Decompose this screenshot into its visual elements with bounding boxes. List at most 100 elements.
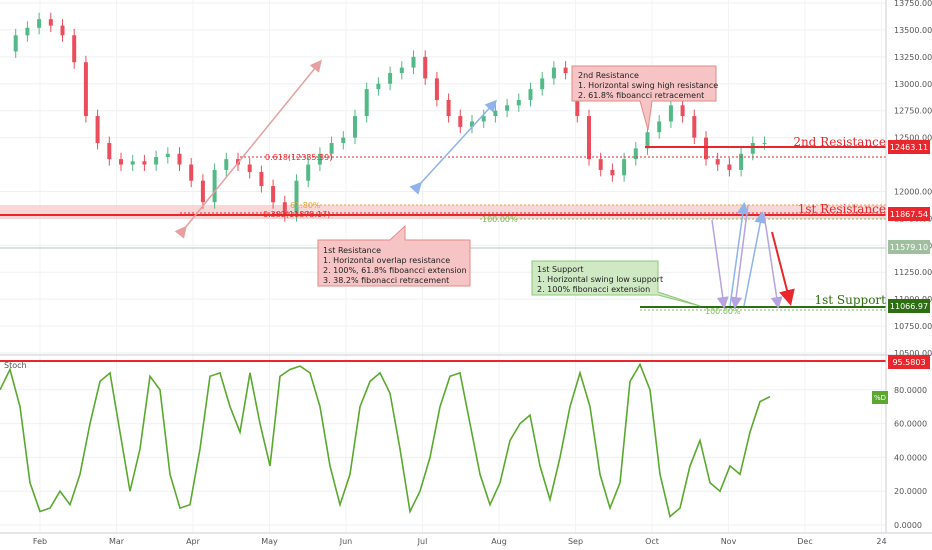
annotation-line: 3. 38.2% fibonacci retracement — [323, 276, 449, 285]
extension-leg-2 — [729, 202, 749, 307]
candle-body — [364, 89, 369, 117]
candle-body — [177, 153, 182, 165]
candle-body — [516, 99, 521, 106]
candle-body — [598, 159, 603, 170]
badge-text: 11066.97 — [890, 302, 928, 311]
fib-label-0618: 0.618(12385.39) — [265, 153, 332, 162]
price-tick-label: 13000.00 — [894, 80, 932, 89]
extension-leg-3 — [730, 204, 749, 309]
candle-body — [388, 73, 393, 84]
badge-1st-resistance: 11867.54 — [888, 207, 930, 221]
price-tick-label: 12000.00 — [894, 187, 932, 196]
badge-stoch-d: %D — [872, 391, 888, 404]
candle-body — [353, 116, 357, 138]
time-tick-label: Apr — [186, 537, 201, 546]
stoch-tick-label: 60.0000 — [894, 420, 927, 429]
annotation-line: 2. 61.8% fiboancci retracement — [578, 91, 704, 100]
candle-body — [13, 35, 18, 52]
badge-1st-support: 11066.97 — [888, 299, 930, 313]
candle-body — [739, 153, 744, 170]
candle-body — [189, 164, 194, 181]
candle-body — [668, 105, 673, 122]
candle-body — [434, 78, 439, 100]
candle-body — [224, 159, 229, 170]
badge-text: %D — [874, 394, 886, 402]
candle-body — [72, 35, 77, 63]
annotation-line: 1. Horizontal swing high resistance — [578, 81, 718, 90]
stoch-tick-label: 20.0000 — [894, 487, 927, 496]
candle-body — [119, 159, 123, 165]
time-tick-label: Jul — [417, 537, 428, 546]
price-tick-label: 13750.00 — [894, 0, 932, 8]
annotation-line: 2. 100% fibonacci extension — [537, 285, 650, 294]
candle-body — [60, 25, 65, 36]
annotation-line: 2nd Resistance — [578, 71, 639, 80]
candle-body — [657, 121, 662, 133]
annotation-1st-support: 1st Support 1. Horizontal swing low supp… — [531, 260, 701, 307]
time-tick-label: May — [261, 537, 278, 546]
candle-body — [165, 153, 170, 157]
1st-support-title: 1st Support — [814, 293, 886, 307]
badge-stoch-upper: 95.5803 — [888, 355, 930, 369]
candle-body — [458, 116, 463, 127]
annotation-1st-resistance: 1st Resistance 1. Horizontal overlap res… — [317, 224, 471, 287]
candle-body — [493, 110, 498, 117]
time-tick-label: Dec — [797, 537, 812, 546]
stoch-tick-label: 40.0000 — [894, 453, 927, 462]
stoch-tick-label: 0.0000 — [894, 521, 922, 530]
candle-body — [540, 78, 545, 90]
fib-label-618: 61.80% — [290, 201, 321, 210]
annotation-line: 2. 100%, 61.8% fiboancci extension — [323, 266, 467, 275]
candle-body — [306, 164, 311, 181]
extension-leg-1 — [711, 219, 729, 309]
candle-body — [762, 143, 767, 144]
candle-body — [411, 56, 416, 68]
fib-label-100-b: 100.00% — [705, 307, 741, 316]
candle-body — [154, 157, 159, 165]
candle-body — [107, 143, 112, 160]
candle-body — [715, 159, 720, 165]
time-tick-label: Mar — [109, 537, 125, 546]
candle-body — [587, 116, 591, 160]
candle-body — [376, 83, 381, 90]
fib-swing-arrow-1 — [174, 59, 322, 239]
candle-body — [259, 172, 264, 187]
fib-swing-arrow-2 — [409, 99, 498, 195]
stoch-axis: 80.0000 60.0000 40.0000 20.0000 0.0000 — [894, 386, 927, 530]
candle-body — [200, 180, 205, 203]
time-tick-label: Sep — [568, 537, 583, 546]
price-tick-label: 13500.00 — [894, 26, 932, 35]
candle-body — [563, 67, 568, 73]
2nd-resistance-title: 2nd Resistance — [793, 135, 886, 149]
candle-body — [341, 137, 346, 143]
annotation-line: 1. Horizontal overlap resistance — [323, 256, 450, 265]
candle-body — [704, 137, 708, 160]
price-tick-label: 11250.00 — [894, 268, 932, 277]
candle-body — [37, 19, 42, 28]
stoch-line — [0, 362, 771, 518]
extension-leg-5 — [763, 213, 783, 309]
badge-2nd-resistance: 12463.11 — [888, 140, 930, 154]
fib-label-0382: 0.382(11875.17) — [263, 210, 330, 219]
candle-body — [95, 116, 100, 143]
candle-body — [680, 105, 685, 117]
badge-text: 95.5803 — [892, 358, 925, 367]
time-tick-label: Feb — [33, 537, 47, 546]
badge-text: 12463.11 — [890, 143, 928, 152]
candle-body — [142, 161, 147, 165]
candle-body — [423, 56, 428, 79]
candle-body — [48, 19, 53, 26]
candle-body — [25, 27, 30, 36]
price-tick-label: 12500.00 — [894, 134, 932, 143]
time-tick-label: Nov — [721, 537, 737, 546]
annotation-line: 1. Horizontal swing low support — [537, 275, 663, 284]
candle-body — [83, 62, 88, 117]
time-tick-label: Oct — [645, 537, 659, 546]
time-tick-label: Jun — [339, 537, 353, 546]
stoch-tick-label: 80.0000 — [894, 386, 927, 395]
candle-body — [633, 148, 638, 160]
stoch-title: Stoch — [4, 361, 27, 370]
time-tick-label: Aug — [491, 537, 507, 546]
resistance-zone — [0, 205, 886, 219]
